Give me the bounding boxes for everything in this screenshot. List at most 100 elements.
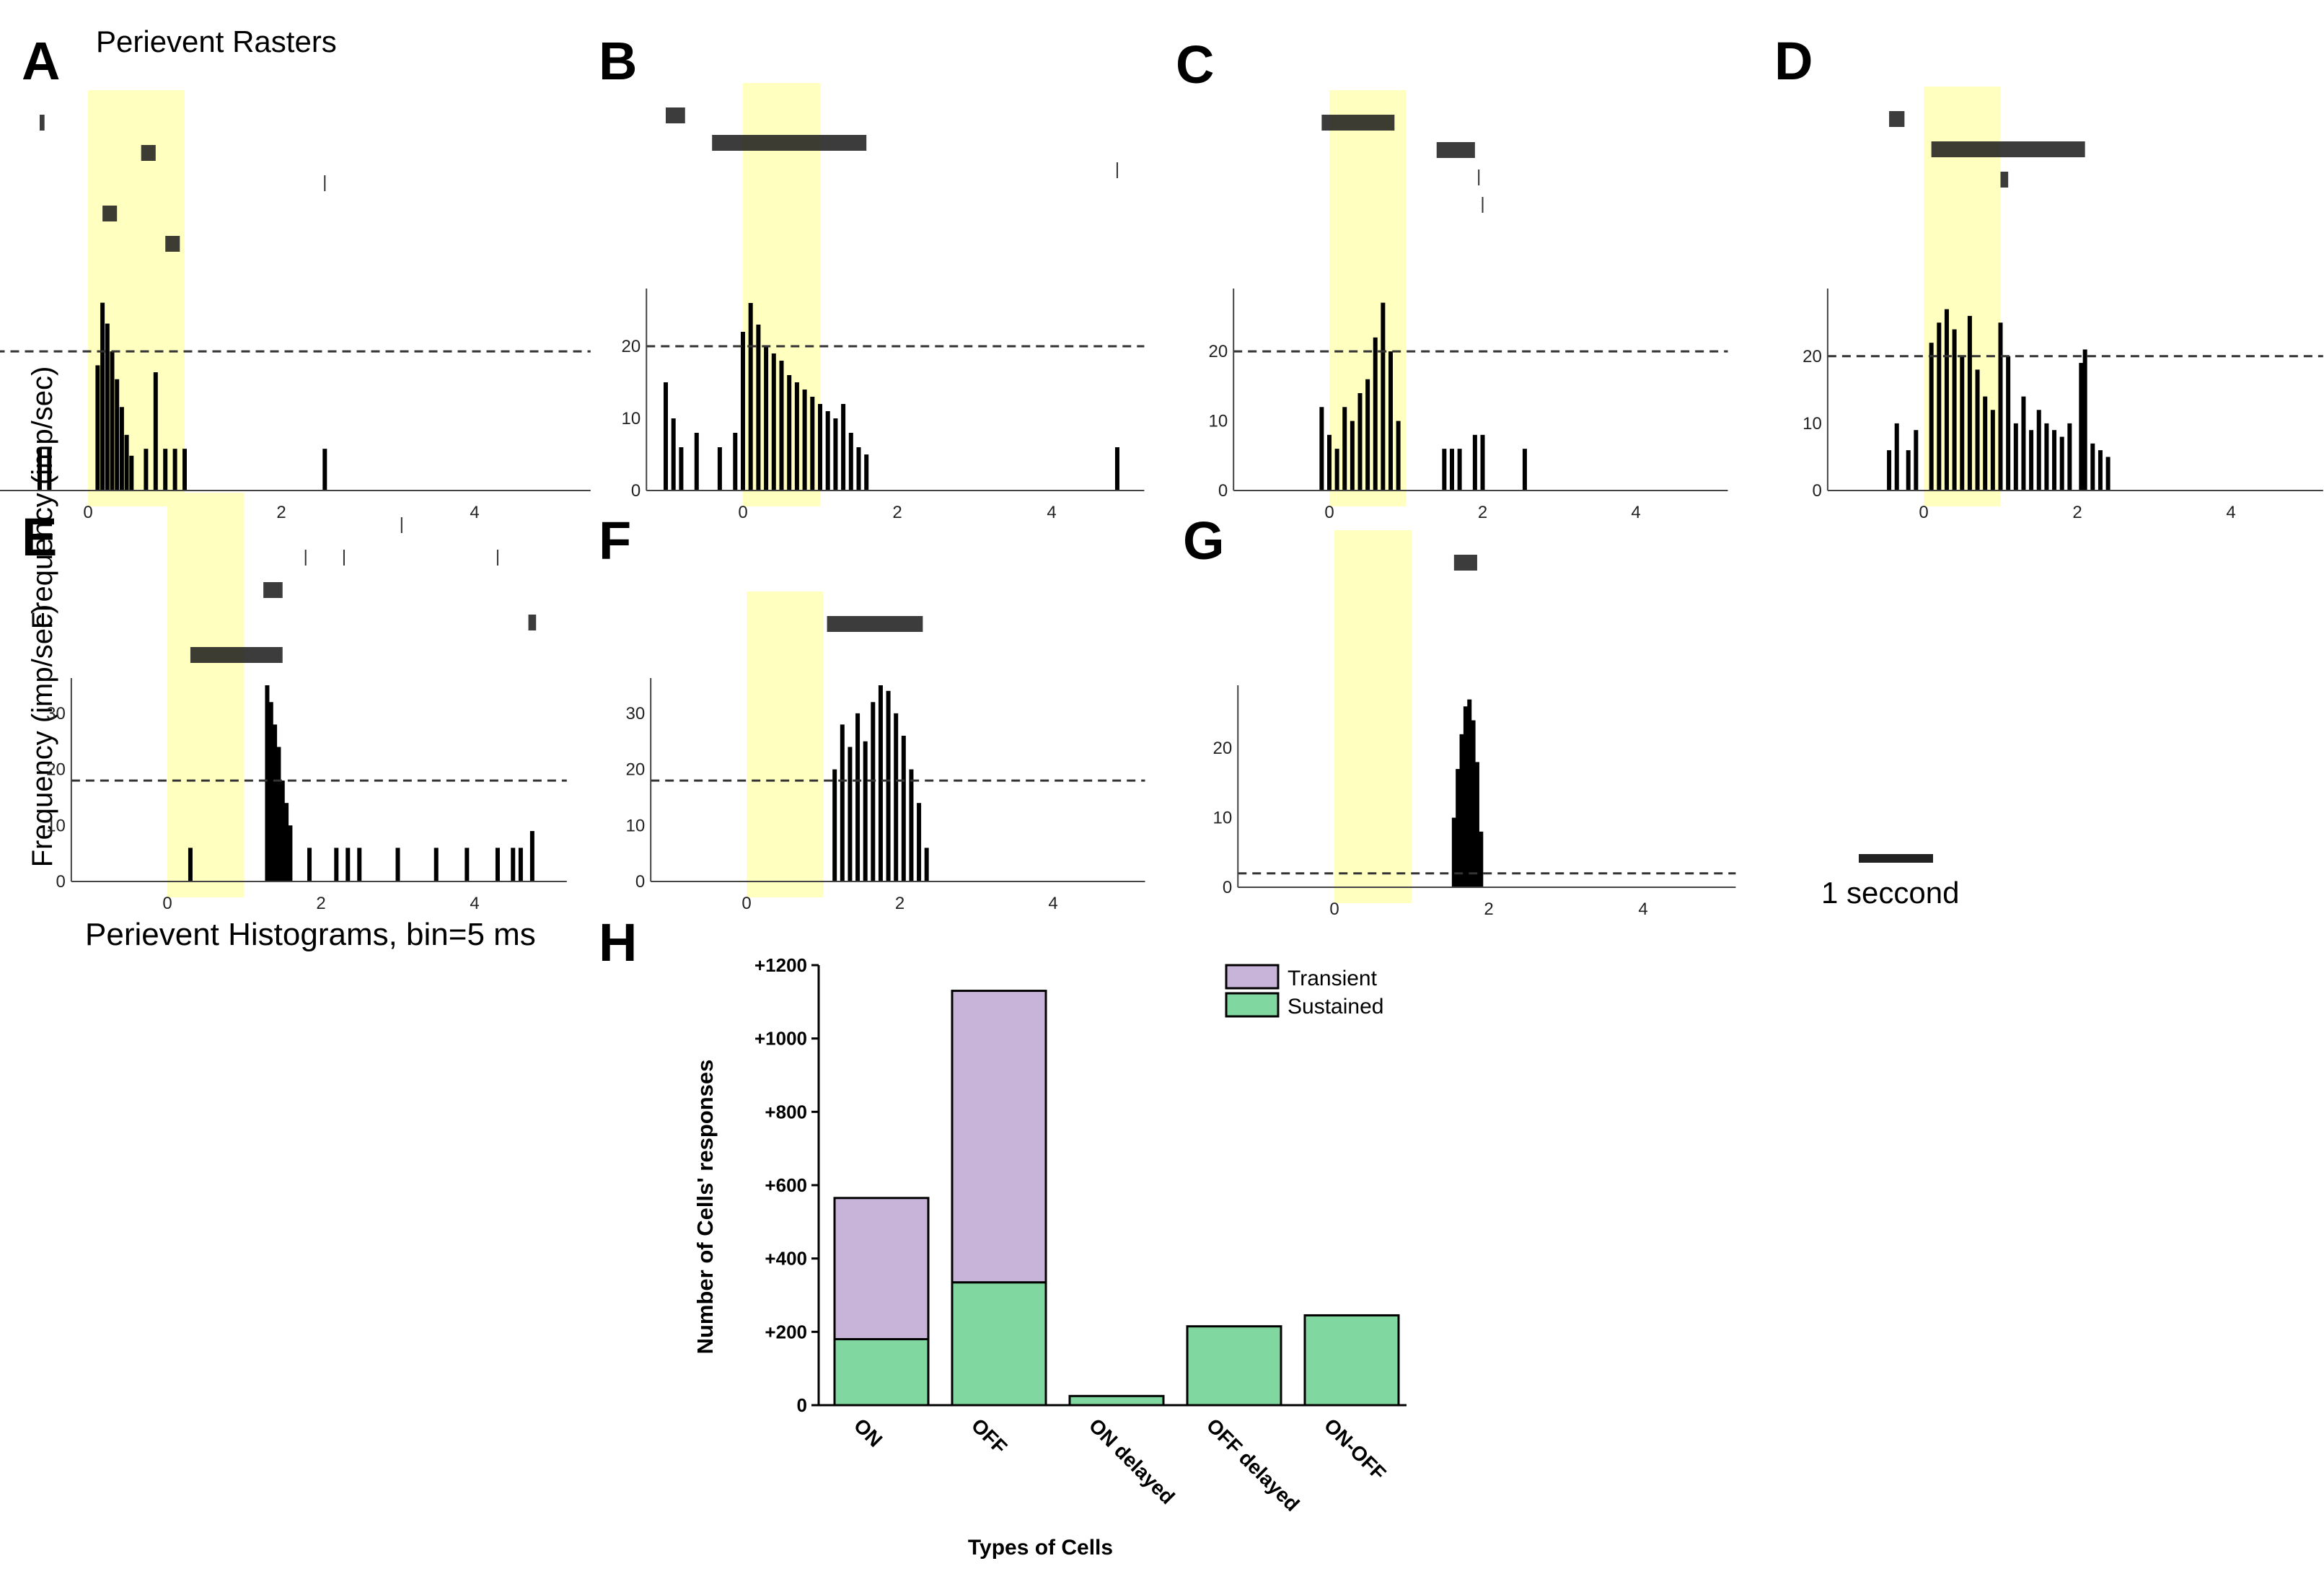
histogram-bar xyxy=(2029,430,2034,491)
histogram-bar xyxy=(2052,430,2057,491)
x-tick-label: 2 xyxy=(895,894,904,913)
histogram-bar xyxy=(105,323,110,491)
histogram-bar xyxy=(1357,393,1363,491)
histogram-bar xyxy=(163,449,168,491)
legend-swatch-sustained xyxy=(1225,992,1280,1018)
histogram-bar xyxy=(848,433,853,491)
histogram-bar xyxy=(47,449,52,491)
histogram-bar xyxy=(2036,410,2041,491)
legend-label-transient: Transient xyxy=(1288,967,1378,990)
ylabel-bottom: Frequency (imp/sec) xyxy=(27,604,58,868)
y-tick-label: 10 xyxy=(625,816,645,835)
raster-burst xyxy=(1889,111,1905,127)
histogram-bar xyxy=(2021,396,2026,491)
raster-burst xyxy=(1931,141,2085,157)
histogram-bar xyxy=(1998,322,2003,491)
histogram-bar xyxy=(1114,447,1119,491)
histogram-bar xyxy=(1479,831,1484,887)
histogram-bar xyxy=(917,803,922,881)
histogram-bar xyxy=(115,379,120,491)
x-tick-label: 2 xyxy=(2072,503,2082,522)
histogram-bar xyxy=(1342,407,1347,491)
histogram-bar xyxy=(119,407,124,491)
raster-burst xyxy=(190,647,283,663)
category-label: ON-OFF xyxy=(1320,1414,1391,1485)
histogram-bar xyxy=(1456,769,1461,887)
histogram-bar xyxy=(2105,457,2110,491)
histogram-bar xyxy=(2013,423,2018,491)
histogram-bar xyxy=(1952,329,1957,491)
y-tick-label: 20 xyxy=(1213,739,1233,758)
histogram-bar xyxy=(284,803,289,881)
histogram-bar xyxy=(856,447,861,491)
histogram-bar xyxy=(110,351,115,491)
histogram-bar xyxy=(2090,443,2095,491)
histogram-bar xyxy=(748,303,753,491)
histogram-bar xyxy=(433,848,439,881)
panel-A: A02401020 xyxy=(0,31,591,522)
histogram-bar xyxy=(38,449,42,491)
histogram-bar xyxy=(886,690,891,881)
y-tick-label: 20 xyxy=(46,760,66,780)
raster-burst xyxy=(263,582,283,598)
histogram-bar xyxy=(2067,423,2072,491)
y-tick-label: 20 xyxy=(622,337,641,356)
histogram-bar xyxy=(818,404,822,491)
histogram-bar xyxy=(395,848,400,881)
histogram-bar xyxy=(268,702,273,881)
x-tick-label: 2 xyxy=(276,503,286,522)
histogram-bar xyxy=(794,382,799,491)
histogram-bar xyxy=(901,735,906,881)
category-label: OFF xyxy=(967,1414,1012,1459)
histogram-bar xyxy=(1967,315,1972,491)
histogram-bar xyxy=(1472,434,1477,491)
panel-D: D 0 2 4 0 10 20 xyxy=(1774,31,2323,522)
x-tick-label: 0 xyxy=(741,894,751,913)
histogram-bar xyxy=(1350,421,1355,491)
x-tick-label: 4 xyxy=(1631,503,1640,522)
x-tick-label: 4 xyxy=(2226,503,2235,522)
histogram-bar xyxy=(95,365,100,491)
histogram-bar xyxy=(764,346,769,491)
histogram-bar xyxy=(1463,706,1468,887)
x-tick-label: 0 xyxy=(1329,900,1339,919)
histogram-bar xyxy=(1388,351,1393,491)
stimulus-window xyxy=(167,493,245,897)
y-tick-label: +1000 xyxy=(754,1028,807,1050)
histogram-bar xyxy=(100,302,105,491)
panel-label: A xyxy=(22,31,60,91)
histogram-bar xyxy=(322,449,327,491)
x-tick-label: 4 xyxy=(1638,900,1647,919)
bar-sustained-off xyxy=(951,1281,1047,1407)
histogram-bar xyxy=(188,848,193,881)
histogram-bar xyxy=(1457,449,1462,491)
histogram-bar xyxy=(679,447,684,491)
histogram-bar xyxy=(1990,410,1995,491)
histogram-bar xyxy=(2059,436,2064,491)
histogram-bar xyxy=(664,382,668,491)
histogram-bar xyxy=(1396,421,1401,491)
raster-burst xyxy=(712,135,867,151)
histogram-bar xyxy=(518,848,523,881)
panel-F: F 0 2 4 0 10 20 30 xyxy=(599,511,1145,913)
y-tick-label: 30 xyxy=(625,704,645,724)
x-axis-title: Types of Cells xyxy=(968,1536,1113,1560)
histogram-bar xyxy=(334,848,339,881)
legend-swatch-transient xyxy=(1225,964,1280,990)
bar-transient-on xyxy=(833,1197,930,1340)
raster-burst xyxy=(165,236,180,252)
x-tick-label: 0 xyxy=(1919,503,1928,522)
panel-label: G xyxy=(1183,511,1225,571)
histogram-bar xyxy=(1480,434,1485,491)
histogram-bar xyxy=(2079,363,2084,491)
x-tick-label: 4 xyxy=(470,894,479,913)
histogram-bar xyxy=(288,825,293,881)
histogram-bar xyxy=(280,780,285,881)
histogram-bar xyxy=(273,724,278,881)
histogram-bar xyxy=(124,434,129,491)
histogram-bar xyxy=(1894,423,1899,491)
y-tick-label: 0 xyxy=(56,872,66,892)
y-tick-label: +800 xyxy=(765,1101,807,1122)
panel-C: C 0 2 4 0 10 20 xyxy=(1176,35,1728,522)
histogram-bar xyxy=(2098,450,2103,491)
